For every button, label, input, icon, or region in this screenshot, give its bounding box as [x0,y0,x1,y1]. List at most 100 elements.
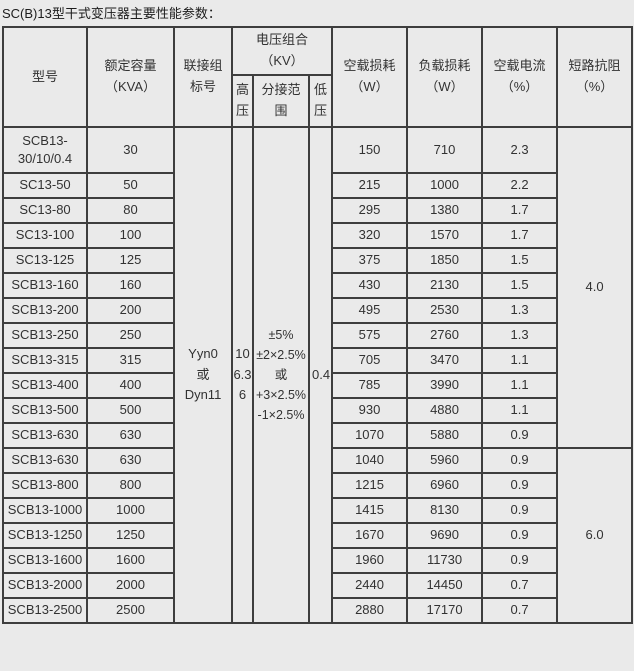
cell-load-loss: 5880 [406,422,484,449]
cell-load-loss: 5960 [406,447,484,474]
cell-no-load-loss: 2880 [331,597,409,624]
cell-no-load-loss: 1070 [331,422,409,449]
cell-kva: 800 [86,472,175,499]
header-row-2: 高 压 分接范 围 低 压 [3,74,632,128]
cell-load-loss: 6960 [406,472,484,499]
cell-no-load-loss: 930 [331,397,409,424]
cell-model: SCB13-200 [2,297,88,324]
cell-load-loss: 14450 [406,572,484,599]
cell-load-loss: 3990 [406,372,484,399]
cell-no-load-loss: 215 [331,172,409,199]
col-header-load-loss: 负载损耗 （W） [406,26,484,128]
cell-no-load-loss: 1670 [331,522,409,549]
cell-impedance-group1: 4.0 [556,126,634,449]
cell-load-loss: 3470 [406,347,484,374]
cell-load-loss: 710 [406,126,484,174]
cell-lv-voltage: 0.4 [307,126,334,624]
cell-model: SC13-50 [2,172,88,199]
cell-kva: 2000 [86,572,175,599]
table-row: SCB13-1600 1600 1960 11730 0.9 [2,547,632,574]
cell-no-load-loss: 2440 [331,572,409,599]
cell-no-load-current: 0.9 [481,447,559,474]
cell-no-load-current: 0.9 [481,522,559,549]
header-row-1: 型号 额定容量 （KVA） 联接组 标号 电压组合 （KV） 空载损耗 （W） … [2,26,634,128]
col-header-capacity: 额定容量 （KVA） [86,26,175,128]
table-row: SCB13-250 250 575 2760 1.3 [2,322,632,349]
cell-tap-range: ±5% ±2×2.5% 或 +3×2.5% -1×2.5% [252,126,310,624]
col-header-tap-range: 分接范 围 [252,74,310,128]
cell-no-load-current: 0.7 [481,572,559,599]
cell-no-load-current: 0.7 [481,597,559,624]
cell-kva: 2500 [86,597,175,624]
cell-model: SCB13-630 [2,447,88,474]
col-header-lv: 低 压 [307,74,334,128]
cell-no-load-current: 0.9 [481,422,559,449]
cell-no-load-current: 0.9 [481,472,559,499]
cell-load-loss: 17170 [406,597,484,624]
table-row: SCB13-630 630 1070 5880 0.9 [2,422,632,449]
cell-kva: 315 [86,347,175,374]
table-row: SCB13-800 800 1215 6960 0.9 [2,472,632,499]
cell-load-loss: 2130 [406,272,484,299]
cell-model: SCB13-800 [2,472,88,499]
cell-model: SC13-100 [2,222,88,249]
col-header-no-load-loss: 空载损耗 （W） [331,26,409,128]
cell-no-load-current: 1.1 [481,372,559,399]
cell-model: SC13-125 [2,247,88,274]
cell-model: SCB13-630 [2,422,88,449]
cell-no-load-loss: 1215 [331,472,409,499]
cell-model: SCB13-1000 [2,497,88,524]
cell-load-loss: 1380 [406,197,484,224]
cell-load-loss: 1570 [406,222,484,249]
cell-no-load-current: 2.2 [481,172,559,199]
cell-no-load-loss: 785 [331,372,409,399]
cell-no-load-loss: 295 [331,197,409,224]
table-row: SCB13-2000 2000 2440 14450 0.7 [2,572,632,599]
cell-load-loss: 2760 [406,322,484,349]
table-row: SCB13-2500 2500 2880 17170 0.7 [2,597,632,624]
table-row: SC13-125 125 375 1850 1.5 [2,247,632,274]
cell-no-load-loss: 575 [331,322,409,349]
cell-no-load-loss: 375 [331,247,409,274]
cell-no-load-current: 1.7 [481,222,559,249]
table-row: SCB13-1000 1000 1415 8130 0.9 [2,497,632,524]
col-header-hv: 高 压 [231,74,254,128]
cell-kva: 50 [86,172,175,199]
cell-no-load-current: 1.1 [481,397,559,424]
cell-load-loss: 9690 [406,522,484,549]
table-row: SCB13-315 315 705 3470 1.1 [2,347,632,374]
cell-kva: 630 [86,447,175,474]
cell-load-loss: 1000 [406,172,484,199]
cell-model: SCB13-315 [2,347,88,374]
cell-kva: 500 [86,397,175,424]
cell-impedance-group2: 6.0 [556,447,634,624]
cell-no-load-loss: 495 [331,297,409,324]
cell-kva: 1250 [86,522,175,549]
page-title: SC(B)13型干式变压器主要性能参数： [2,6,221,21]
cell-model: SCB13-2500 [2,597,88,624]
cell-load-loss: 11730 [406,547,484,574]
cell-model: SCB13-2000 [2,572,88,599]
cell-kva: 200 [86,297,175,324]
cell-kva: 125 [86,247,175,274]
table-row: SCB13-630 630 1040 5960 0.9 6.0 [2,447,634,624]
cell-kva: 400 [86,372,175,399]
table-row: SCB13-160 160 430 2130 1.5 [2,272,632,299]
cell-model: SC13-80 [2,197,88,224]
cell-load-loss: 4880 [406,397,484,424]
table-row: SCB13-200 200 495 2530 1.3 [2,297,632,324]
table-row: SCB13-1250 1250 1670 9690 0.9 [2,522,632,549]
cell-no-load-loss: 320 [331,222,409,249]
cell-kva: 30 [86,126,175,174]
cell-no-load-current: 0.9 [481,497,559,524]
cell-model: SCB13-400 [2,372,88,399]
cell-no-load-loss: 430 [331,272,409,299]
cell-model: SCB13-1250 [2,522,88,549]
cell-no-load-loss: 1040 [331,447,409,474]
col-header-no-load-current: 空载电流 （%） [481,26,559,128]
col-header-impedance: 短路抗阻 （%） [556,26,634,128]
cell-no-load-loss: 1960 [331,547,409,574]
table-row: SC13-80 80 295 1380 1.7 [2,197,632,224]
cell-no-load-current: 1.7 [481,197,559,224]
cell-kva: 160 [86,272,175,299]
